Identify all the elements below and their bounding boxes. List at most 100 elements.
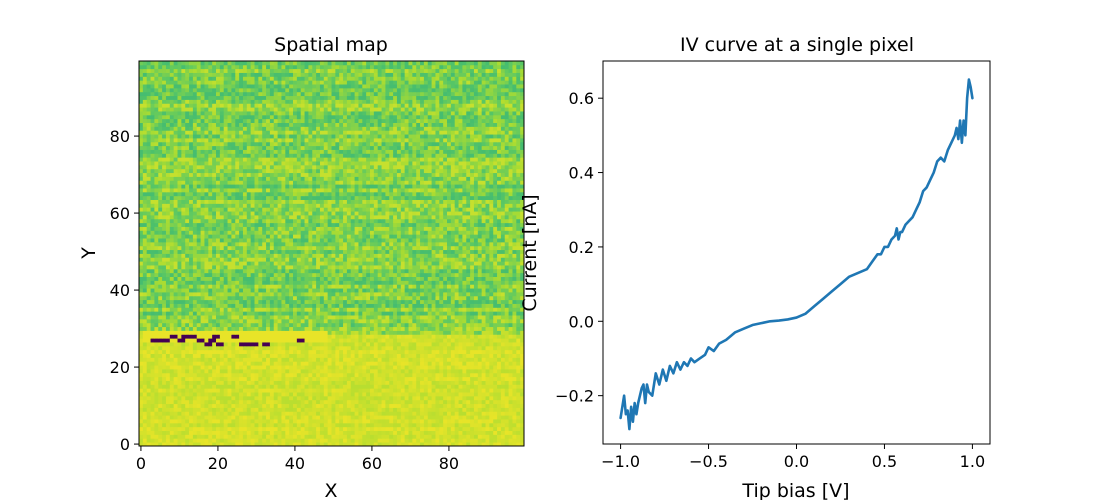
- heatmap-cell: [400, 303, 406, 308]
- heatmap-cell: [200, 334, 205, 339]
- heatmap-cell: [269, 357, 275, 362]
- heatmap-cell: [216, 357, 221, 362]
- heatmap-cell: [242, 315, 248, 320]
- heatmap-cell: [250, 307, 255, 312]
- heatmap-cell: [139, 338, 144, 343]
- heatmap-cell: [269, 345, 275, 351]
- heatmap-cell: [408, 345, 413, 351]
- heatmap-cell: [158, 268, 163, 274]
- heatmap-cell: [512, 399, 517, 405]
- heatmap-cell: [450, 326, 456, 331]
- heatmap-cell: [269, 426, 275, 431]
- heatmap-cell: [381, 419, 386, 424]
- heatmap-cell: [493, 295, 498, 301]
- heatmap-cell: [327, 403, 332, 408]
- heatmap-cell: [485, 380, 490, 385]
- heatmap-cell: [485, 318, 490, 324]
- heatmap-cell: [242, 257, 248, 262]
- heatmap-cell: [458, 422, 463, 428]
- heatmap-cell: [146, 411, 151, 416]
- heatmap-cell: [493, 415, 498, 420]
- heatmap-cell: [354, 284, 359, 289]
- heatmap-cell: [481, 372, 486, 378]
- heatmap-cell: [450, 280, 456, 285]
- heatmap-cell: [373, 322, 379, 328]
- heatmap-cell: [246, 288, 252, 293]
- heatmap-cell: [181, 372, 186, 378]
- heatmap-cell: [192, 403, 198, 408]
- heatmap-cell: [481, 268, 486, 274]
- heatmap-cell: [416, 280, 421, 285]
- heatmap-cell: [354, 295, 359, 301]
- heatmap-cell: [154, 284, 159, 289]
- heatmap-cell: [420, 357, 425, 362]
- heatmap-cell: [239, 299, 244, 304]
- heatmap-cell: [362, 395, 367, 401]
- heatmap-cell: [296, 407, 302, 412]
- heatmap-cell: [212, 299, 217, 304]
- heatmap-cell: [269, 272, 275, 277]
- heatmap-cell: [416, 357, 421, 362]
- heatmap-cell: [470, 357, 475, 362]
- heatmap-cell: [319, 265, 325, 270]
- heatmap-cell: [227, 272, 232, 277]
- heatmap-cell: [142, 257, 148, 262]
- heatmap-cell: [308, 342, 313, 347]
- heatmap-cell: [185, 257, 190, 262]
- heatmap-cell: [185, 334, 190, 339]
- heatmap-cell: [208, 365, 213, 370]
- heatmap-cell: [246, 395, 252, 401]
- heatmap-cell: [165, 365, 171, 370]
- heatmap-cell: [493, 292, 498, 297]
- heatmap-cell: [327, 330, 332, 335]
- heatmap-cell: [358, 419, 363, 424]
- heatmap-cell: [158, 442, 163, 447]
- heatmap-cell: [466, 276, 471, 281]
- heatmap-cell: [366, 295, 371, 301]
- heatmap-cell: [381, 326, 386, 331]
- heatmap-cell: [481, 419, 486, 424]
- heatmap-cell: [439, 365, 444, 370]
- heatmap-cell: [250, 426, 255, 431]
- heatmap-cell: [520, 276, 525, 281]
- heatmap-cell: [277, 307, 282, 312]
- heatmap-cell: [377, 419, 382, 424]
- heatmap-cell: [196, 265, 201, 270]
- heatmap-cell: [158, 342, 163, 347]
- heatmap-cell: [293, 438, 298, 443]
- heatmap-cell: [154, 330, 159, 335]
- heatmap-cell: [450, 430, 456, 435]
- heatmap-cell: [512, 311, 517, 316]
- heatmap-cell: [219, 334, 225, 339]
- heatmap-cell: [204, 345, 209, 351]
- heatmap-cell: [239, 438, 244, 443]
- heatmap-cell: [497, 338, 502, 343]
- heatmap-cell: [520, 257, 525, 262]
- heatmap-cell: [177, 276, 182, 281]
- heatmap-cell: [269, 422, 275, 428]
- heatmap-cell: [308, 419, 313, 424]
- heatmap-cell: [142, 322, 148, 328]
- heatmap-cell: [377, 438, 382, 443]
- heatmap-cell: [154, 438, 159, 443]
- heatmap-cell: [354, 292, 359, 297]
- heatmap-cell: [346, 288, 352, 293]
- heatmap-cell: [281, 307, 286, 312]
- heatmap-cell: [370, 442, 375, 447]
- heatmap-cell: [497, 311, 502, 316]
- heatmap-cell: [204, 265, 209, 270]
- heatmap-cell: [462, 288, 467, 293]
- heatmap-cell: [158, 338, 163, 343]
- heatmap-cell: [219, 353, 225, 358]
- heatmap-cell: [308, 261, 313, 266]
- heatmap-cell: [192, 372, 198, 378]
- heatmap-cell: [500, 268, 506, 274]
- heatmap-cell: [339, 292, 344, 297]
- heatmap-cell: [312, 307, 317, 312]
- heatmap-cell: [493, 407, 498, 412]
- heatmap-cell: [400, 372, 406, 378]
- heatmap-cell: [323, 349, 329, 354]
- heatmap-cell: [366, 315, 371, 320]
- heatmap-cell: [277, 349, 282, 354]
- heatmap-cell: [481, 345, 486, 351]
